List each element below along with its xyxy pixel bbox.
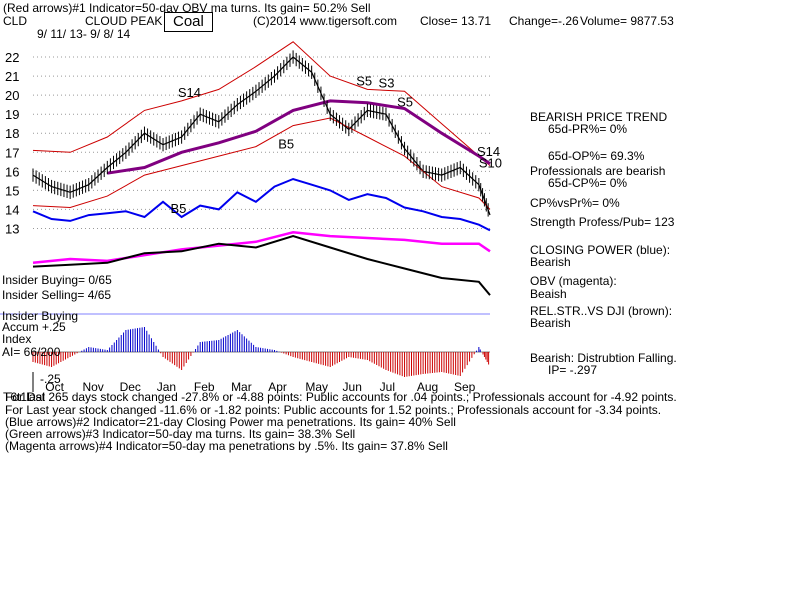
price-tick-label: 14 bbox=[5, 202, 19, 217]
ticker-symbol: CLD bbox=[3, 14, 28, 28]
index-label: Index bbox=[2, 332, 32, 346]
trend-title: BEARISH PRICE TREND bbox=[530, 110, 668, 124]
insider-selling-count: Insider Selling= 4/65 bbox=[2, 288, 112, 302]
month-label: Nov bbox=[82, 380, 103, 394]
sector-badge: Coal bbox=[164, 12, 213, 32]
accum-label: Accum +.25 bbox=[2, 320, 66, 334]
insider-buying-count: Insider Buying= 0/65 bbox=[2, 273, 112, 287]
series-price bbox=[32, 56, 491, 216]
accum-status: Bearish: Distrubtion Falling. bbox=[530, 351, 677, 365]
copyright-text: (C)2014 www.tigersoft.com bbox=[253, 14, 398, 28]
month-label: Oct bbox=[45, 380, 64, 394]
relstr-value: Bearish bbox=[530, 316, 571, 330]
footer-blue-arrows: (Blue arrows)#2 Indicator=21-day Closing… bbox=[5, 415, 456, 429]
volume: Volume= 9877.53 bbox=[580, 14, 674, 28]
month-label: Jul bbox=[380, 380, 395, 394]
series-closing-power bbox=[32, 177, 491, 232]
cp-vs-pr: CP%vsPr%= 0% bbox=[530, 196, 620, 210]
price-tick-label: 13 bbox=[5, 221, 19, 236]
footer-green-arrows: (Green arrows)#3 Indicator=50-day ma tur… bbox=[5, 427, 356, 441]
price-tick-label: 21 bbox=[5, 69, 19, 84]
series-lower-band bbox=[32, 117, 491, 210]
footer-last-year: For Last year stock changed -11.6% or -1… bbox=[5, 403, 662, 417]
signal-label: S3 bbox=[379, 76, 395, 91]
signal-label: S5 bbox=[397, 95, 413, 110]
company-name: CLOUD PEAK bbox=[85, 14, 163, 28]
signal-label: B5 bbox=[170, 201, 186, 216]
month-label: Jun bbox=[343, 380, 362, 394]
ip-value: IP= -.297 bbox=[548, 363, 598, 377]
ai-value: AI= 66/200 bbox=[2, 345, 61, 359]
price-change: Change=-.26 bbox=[509, 14, 579, 28]
month-label: Mar bbox=[231, 380, 252, 394]
series-relstr-vs-dji bbox=[32, 235, 491, 296]
header-indicator-line: (Red arrows)#1 Indicator=50-day OBV ma t… bbox=[3, 1, 371, 15]
price-tick-label: 15 bbox=[5, 183, 19, 198]
accum-minus-label: -.25 bbox=[40, 372, 61, 386]
professionals-text: Professionals are bearish bbox=[530, 164, 666, 178]
obv-value: Beaish bbox=[530, 287, 567, 301]
footer-overlap: T6t1Dal bbox=[3, 390, 46, 404]
pr-value: 65d-PR%= 0% bbox=[548, 122, 628, 136]
price-tick-label: 17 bbox=[5, 145, 19, 160]
footer-265-days: For last 265 days stock changed -27.8% o… bbox=[5, 390, 677, 404]
closing-power-value: Bearish bbox=[530, 255, 571, 269]
month-label: Jan bbox=[157, 380, 176, 394]
price-tick-label: 22 bbox=[5, 50, 19, 65]
signal-label: S5 bbox=[356, 74, 372, 89]
signal-label: S14 bbox=[178, 85, 201, 100]
price-tick-label: 20 bbox=[5, 88, 19, 103]
price-tick-label: 18 bbox=[5, 126, 19, 141]
signal-label: B5 bbox=[278, 136, 294, 151]
signal-label: S10 bbox=[479, 156, 502, 171]
month-label: Feb bbox=[194, 380, 215, 394]
closing-power-label: CLOSING POWER (blue): bbox=[530, 243, 671, 257]
cp-value: 65d-CP%= 0% bbox=[548, 176, 628, 190]
series-50-day-ma bbox=[107, 99, 491, 175]
signal-label: S14 bbox=[477, 144, 500, 159]
strength-ratio: Strength Profess/Pub= 123 bbox=[530, 215, 675, 229]
relstr-label: REL.STR..VS DJI (brown): bbox=[530, 304, 673, 318]
month-label: Apr bbox=[268, 380, 287, 394]
op-value: 65d-OP%= 69.3% bbox=[548, 149, 645, 163]
footer-magenta-arrows: (Magenta arrows)#4 Indicator=50-day ma p… bbox=[5, 439, 448, 453]
price-tick-label: 19 bbox=[5, 107, 19, 122]
obv-label: OBV (magenta): bbox=[530, 274, 617, 288]
month-label: Dec bbox=[120, 380, 141, 394]
date-range: 9/ 11/ 13- 9/ 8/ 14 bbox=[37, 27, 131, 41]
series-upper-band bbox=[32, 41, 491, 166]
series-obv bbox=[32, 231, 491, 265]
month-label: May bbox=[305, 380, 328, 394]
month-label: Sep bbox=[454, 380, 476, 394]
insider-buying-label: Insider Buying bbox=[2, 309, 79, 323]
month-label: Aug bbox=[417, 380, 438, 394]
close-price: Close= 13.71 bbox=[420, 14, 492, 28]
price-tick-label: 16 bbox=[5, 164, 19, 179]
